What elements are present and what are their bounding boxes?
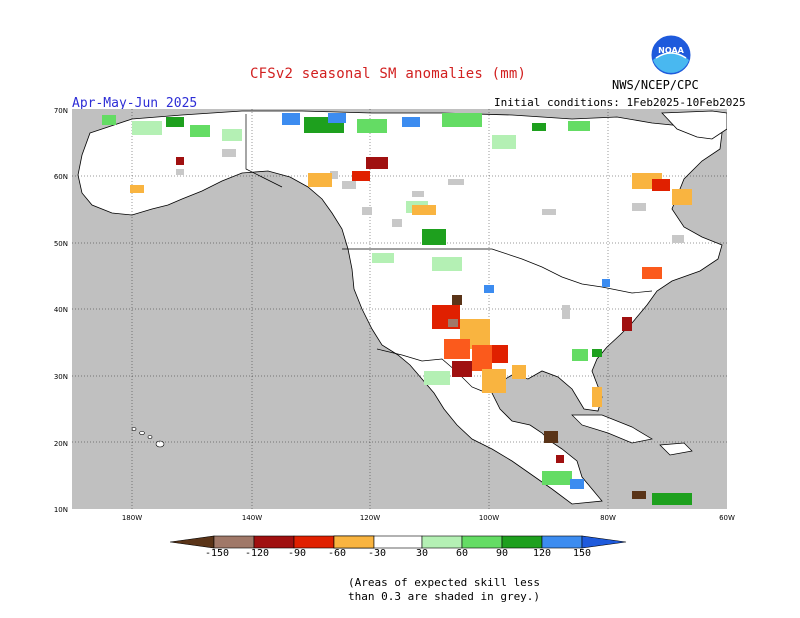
colorbar-tick-6: 30 (415, 548, 429, 559)
north-america-land (77, 110, 723, 505)
colorbar-arrow-right (581, 535, 627, 549)
noaa-logo: NOAA (650, 34, 692, 76)
skill-note-line-1: (Areas of expected skill less (348, 576, 541, 589)
colorbar-tick-10: 150 (572, 548, 592, 559)
lon-label-100w: 100W (478, 514, 500, 522)
low-skill-cells (176, 149, 684, 319)
skill-note-line-2: than 0.3 are shaded in grey.) (348, 590, 541, 603)
colorbar-seg-7 (421, 535, 463, 549)
lon-label-120w: 120W (359, 514, 381, 522)
lat-label-60: 60N (53, 173, 68, 181)
colorbar-tick-1: -150 (204, 548, 230, 559)
lon-label-180w: 180W (121, 514, 143, 522)
colorbar-seg-2 (253, 535, 295, 549)
colorbar-tick-8: 90 (495, 548, 509, 559)
colorbar-tick-9: 120 (532, 548, 552, 559)
colorbar-seg-9 (501, 535, 543, 549)
lon-label-60w: 60W (719, 514, 735, 522)
us-mexico-border (376, 348, 483, 392)
lat-label-50: 50N (53, 240, 68, 248)
hispaniola-land (659, 442, 693, 456)
season-label: Apr-May-Jun 2025 (72, 96, 198, 111)
lat-label-10: 10N (53, 506, 68, 514)
colorbar-tick-5: -30 (367, 548, 387, 559)
colorbar-seg-3 (293, 535, 335, 549)
anomaly-map (72, 109, 727, 509)
colorbar-arrow-left (170, 535, 215, 549)
init-conditions: Initial conditions: 1Feb2025-10Feb2025 (494, 96, 746, 109)
lon-label-140w: 140W (241, 514, 263, 522)
skill-note: (Areas of expected skill less than 0.3 a… (348, 576, 540, 604)
us-canada-border (342, 248, 653, 294)
lat-label-40: 40N (53, 306, 68, 314)
colorbar-seg-5 (333, 535, 375, 549)
lat-gridlines (72, 175, 727, 443)
colorbar-seg-6 (373, 535, 423, 549)
colorbar-seg-10 (541, 535, 583, 549)
dry-anomaly-cells (130, 157, 692, 499)
lat-label-30: 30N (53, 373, 68, 381)
colorbar-tick-4: -60 (327, 548, 347, 559)
map-title: CFSv2 seasonal SM anomalies (mm) (250, 66, 527, 82)
colorbar-tick-3: -90 (287, 548, 307, 559)
lon-label-80w: 80W (600, 514, 616, 522)
colorbar-tick-2: -120 (244, 548, 270, 559)
greenland-land (661, 110, 727, 140)
colorbar-seg-1 (213, 535, 255, 549)
wet-anomaly-cells (102, 113, 692, 505)
colorbar-tick-7: 60 (455, 548, 469, 559)
hawaii-islands (131, 427, 165, 448)
colorbar-seg-8 (461, 535, 503, 549)
colorbar (170, 535, 627, 549)
lat-label-70: 70N (53, 107, 68, 115)
alaska-border (245, 114, 283, 188)
noaa-logo-text: NOAA (658, 46, 684, 55)
org-label: NWS/NCEP/CPC (612, 78, 699, 92)
lat-label-20: 20N (53, 440, 68, 448)
cuba-land (571, 414, 653, 444)
